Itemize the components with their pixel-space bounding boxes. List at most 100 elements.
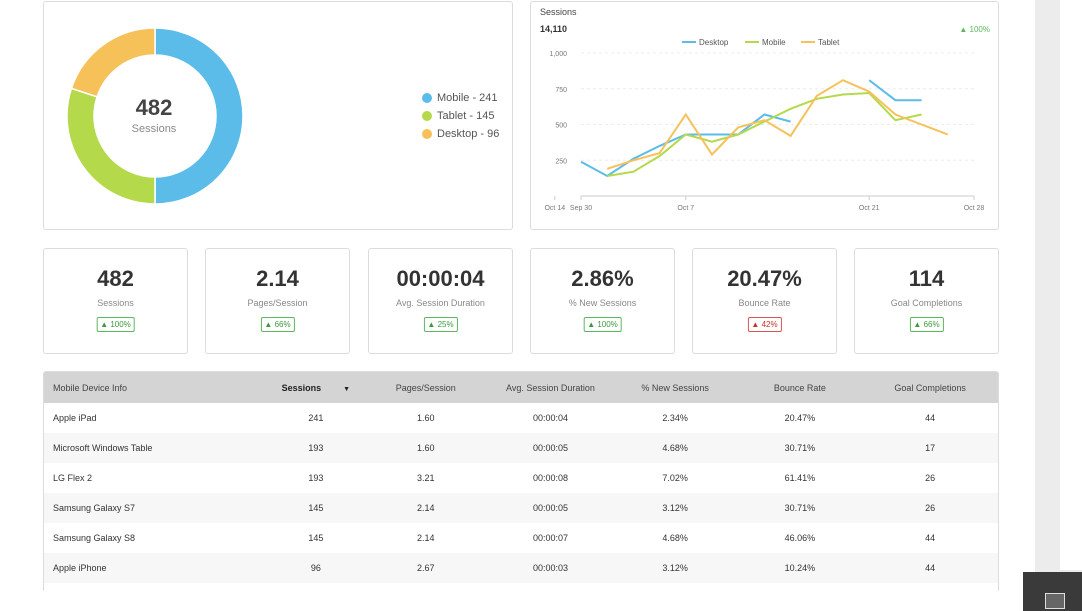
cell-bounce-rate: 30.71% bbox=[784, 443, 816, 453]
x-tick-label: Oct 7 bbox=[677, 205, 694, 212]
sessions-donut-card: 482 Sessions Mobile - 241 Tablet - 145 D… bbox=[43, 1, 513, 230]
cell-device: Apple iPhone bbox=[53, 563, 107, 573]
line-chart-grid: 250 500 750 1,000 bbox=[549, 51, 974, 197]
cell-goal-completions: 44 bbox=[925, 413, 936, 423]
column-header-bounce-rate[interactable]: Bounce Rate bbox=[773, 382, 826, 393]
kpi-trend-badge: ▲ 25% bbox=[423, 317, 458, 332]
legend-item-mobile[interactable]: Mobile - 241 bbox=[422, 89, 499, 107]
cell-pages-session: 3.21 bbox=[416, 473, 435, 483]
table-row[interactable]: LG Flex 2 193 3.21 00:00:08 7.02% 61.41%… bbox=[44, 463, 998, 493]
cell-device: Samsung Galaxy S8 bbox=[53, 533, 136, 543]
y-tick-label: 1,000 bbox=[549, 51, 567, 58]
cell-bounce-rate: 20.47% bbox=[784, 413, 816, 423]
cell-avg-duration: 00:00:07 bbox=[532, 533, 568, 543]
kpi-trend-badge: ▲ 42% bbox=[747, 317, 782, 332]
kpi-trend-badge: ▲ 66% bbox=[260, 317, 295, 332]
line-chart-total: 14,110 bbox=[540, 24, 567, 34]
kpi-label: Pages/Session bbox=[247, 298, 308, 308]
cell-bounce-rate: 30.71% bbox=[784, 503, 816, 513]
window-icon[interactable] bbox=[1045, 593, 1065, 609]
kpi-label: Sessions bbox=[97, 298, 134, 308]
cell-sessions: 193 bbox=[308, 473, 324, 483]
kpi-card-sessions: 482 Sessions ▲ 100% bbox=[43, 248, 188, 354]
cell-device: Samsung Galaxy S7 bbox=[53, 503, 136, 513]
cell-device: LG Flex 2 bbox=[53, 473, 93, 483]
legend-dot-tablet bbox=[422, 111, 432, 121]
cell-bounce-rate: 10.24% bbox=[784, 563, 816, 573]
kpi-card-bounce-rate: 20.47% Bounce Rate ▲ 42% bbox=[692, 248, 837, 354]
cell-new-sessions: 4.68% bbox=[662, 443, 688, 453]
cell-sessions: 96 bbox=[310, 563, 321, 573]
cell-device: Microsoft Windows Table bbox=[53, 443, 153, 453]
table-header-row: Mobile Device Info Sessions ▼ Pages/Sessi… bbox=[44, 372, 998, 403]
line-legend-mobile[interactable]: Mobile bbox=[762, 38, 786, 47]
cell-pages-session: 2.67 bbox=[416, 563, 435, 573]
cell-bounce-rate: 46.06% bbox=[784, 533, 816, 543]
cell-goal-completions: 26 bbox=[925, 473, 936, 483]
table-row[interactable]: Microsoft Windows Table 193 1.60 00:00:0… bbox=[44, 433, 998, 463]
device-table-card: Mobile Device Info Sessions ▼ Pages/Sessi… bbox=[43, 371, 999, 591]
cell-avg-duration: 00:00:05 bbox=[532, 443, 568, 453]
table-row[interactable]: Samsung Galaxy S8 145 2.14 00:00:07 4.68… bbox=[44, 523, 998, 553]
device-table: Mobile Device Info Sessions ▼ Pages/Sessi… bbox=[44, 372, 998, 583]
x-tick-label: Sep 30 bbox=[570, 205, 592, 212]
donut-legend: Mobile - 241 Tablet - 145 Desktop - 96 bbox=[422, 89, 499, 143]
series-line-mobile[interactable] bbox=[607, 91, 922, 177]
column-header-new-sessions[interactable]: % New Sessions bbox=[641, 382, 709, 393]
cell-bounce-rate: 61.41% bbox=[784, 473, 816, 483]
sort-descending-icon[interactable]: ▼ bbox=[343, 385, 351, 393]
series-line-tablet[interactable] bbox=[606, 79, 949, 170]
legend-label-desktop: Desktop - 96 bbox=[437, 128, 500, 140]
kpi-label: % New Sessions bbox=[568, 298, 637, 308]
kpi-value: 00:00:04 bbox=[396, 266, 485, 291]
line-legend-desktop[interactable]: Desktop bbox=[699, 38, 729, 47]
donut-total-label: Sessions bbox=[131, 123, 177, 135]
donut-total-value: 482 bbox=[135, 95, 173, 120]
column-header-device[interactable]: Mobile Device Info bbox=[53, 382, 128, 393]
cell-sessions: 145 bbox=[308, 503, 324, 513]
donut-slice-mobile[interactable] bbox=[154, 27, 244, 205]
column-header-goal-completions[interactable]: Goal Completions bbox=[894, 382, 966, 393]
line-chart-series bbox=[580, 79, 949, 178]
cell-new-sessions: 7.02% bbox=[662, 473, 688, 483]
kpi-card-avg-duration: 00:00:04 Avg. Session Duration ▲ 25% bbox=[368, 248, 513, 354]
kpi-value: 20.47% bbox=[727, 266, 802, 291]
kpi-label: Goal Completions bbox=[890, 298, 963, 308]
column-header-sessions[interactable]: Sessions ▼ bbox=[268, 372, 363, 403]
kpi-card-goal-completions: 114 Goal Completions ▲ 66% bbox=[854, 248, 999, 354]
cell-sessions: 145 bbox=[308, 533, 324, 543]
column-header-pages-session[interactable]: Pages/Session bbox=[395, 382, 456, 393]
kpi-card-new-sessions: 2.86% % New Sessions ▲ 100% bbox=[530, 248, 675, 354]
donut-slice-desktop[interactable] bbox=[70, 27, 156, 98]
cell-sessions: 193 bbox=[308, 443, 324, 453]
cell-avg-duration: 00:00:04 bbox=[532, 413, 568, 423]
kpi-label: Avg. Session Duration bbox=[396, 298, 485, 308]
side-panel bbox=[1060, 0, 1082, 570]
column-header-sessions-label: Sessions bbox=[281, 382, 322, 393]
legend-item-tablet[interactable]: Tablet - 145 bbox=[422, 107, 499, 125]
table-row[interactable]: Samsung Galaxy S7 145 2.14 00:00:05 3.12… bbox=[44, 493, 998, 523]
y-tick-label: 250 bbox=[555, 158, 567, 165]
kpi-trend-badge: ▲ 66% bbox=[909, 317, 944, 332]
y-tick-label: 500 bbox=[555, 123, 567, 130]
cell-new-sessions: 3.12% bbox=[662, 563, 688, 573]
table-row[interactable]: Apple iPad 241 1.60 00:00:04 2.34% 20.47… bbox=[44, 403, 998, 433]
cell-goal-completions: 17 bbox=[925, 443, 936, 453]
cell-new-sessions: 2.34% bbox=[662, 413, 688, 423]
line-legend-tablet[interactable]: Tablet bbox=[818, 38, 840, 47]
kpi-card-pages-session: 2.14 Pages/Session ▲ 66% bbox=[205, 248, 350, 354]
x-tick-label: Oct 14 bbox=[544, 205, 565, 212]
cell-pages-session: 1.60 bbox=[416, 413, 435, 423]
cell-goal-completions: 26 bbox=[925, 503, 936, 513]
legend-item-desktop[interactable]: Desktop - 96 bbox=[422, 125, 499, 143]
table-row[interactable]: Apple iPhone 96 2.67 00:00:03 3.12% 10.2… bbox=[44, 553, 998, 583]
cell-pages-session: 2.14 bbox=[416, 533, 435, 543]
legend-dot-mobile bbox=[422, 93, 432, 103]
column-header-avg-duration[interactable]: Avg. Session Duration bbox=[506, 382, 595, 393]
legend-label-mobile: Mobile - 241 bbox=[437, 92, 498, 104]
sessions-line-chart: Sessions 14,110 ▲ 100% Desktop Mobile Ta… bbox=[540, 7, 990, 212]
line-legend: Desktop Mobile Tablet bbox=[682, 38, 840, 47]
cell-goal-completions: 44 bbox=[925, 563, 936, 573]
cell-pages-session: 1.60 bbox=[416, 443, 435, 453]
cell-new-sessions: 3.12% bbox=[662, 503, 688, 513]
